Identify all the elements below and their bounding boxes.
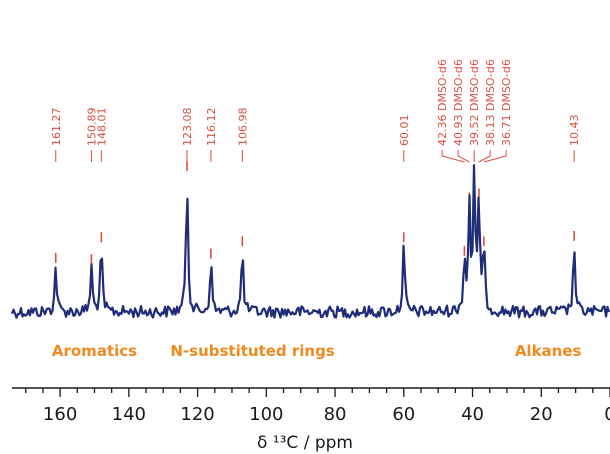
peak-label-12: 10.43 (568, 115, 581, 147)
peak-label-9: 39.52 DMSO-d6 (468, 59, 481, 146)
region-label-1: N-substituted rings (170, 342, 334, 360)
x-axis-ticks (25, 388, 610, 397)
peak-label-5: 106.98 (236, 108, 249, 147)
x-tick-label-80: 80 (324, 404, 347, 425)
x-tick-label-140: 140 (112, 404, 146, 425)
peak-label-0: 161.27 (50, 108, 63, 147)
peak-connector-11 (483, 150, 507, 163)
peak-label-2: 148.01 (95, 107, 108, 146)
peak-label-10: 38.13 DMSO-d6 (484, 59, 497, 146)
spectrum-trace (10, 164, 610, 319)
peak-label-11: 36.71 DMSO-d6 (500, 59, 513, 146)
x-axis-tick-labels: 160 140 120 100 80 60 40 20 0 (43, 404, 610, 425)
x-tick-label-0: 0 (604, 404, 610, 425)
peak-markers (54, 161, 575, 265)
x-tick-label-60: 60 (392, 404, 415, 425)
x-tick-label-160: 160 (43, 404, 77, 425)
x-axis-title: δ ¹³C / ppm (257, 433, 353, 453)
peak-connector-7 (441, 150, 465, 163)
peak-label-3: 123.08 (181, 108, 194, 147)
peak-connector-8 (457, 150, 470, 163)
peak-connectors (55, 150, 575, 163)
region-label-2: Alkanes (515, 342, 582, 360)
x-tick-label-120: 120 (180, 404, 214, 425)
peak-connector-10 (478, 150, 491, 163)
region-label-0: Aromatics (52, 342, 137, 360)
x-tick-label-20: 20 (530, 404, 553, 425)
peak-label-1: 150.89 (85, 108, 98, 147)
peak-label-8: 40.93 DMSO-d6 (452, 59, 465, 146)
peak-label-7: 42.36 DMSO-d6 (436, 59, 449, 146)
peak-label-6: 60.01 (398, 115, 411, 147)
x-tick-label-40: 40 (461, 404, 484, 425)
region-labels: Aromatics N-substituted rings Alkanes (52, 342, 582, 360)
peak-label-4: 116.12 (205, 108, 218, 147)
x-tick-label-100: 100 (249, 404, 283, 425)
